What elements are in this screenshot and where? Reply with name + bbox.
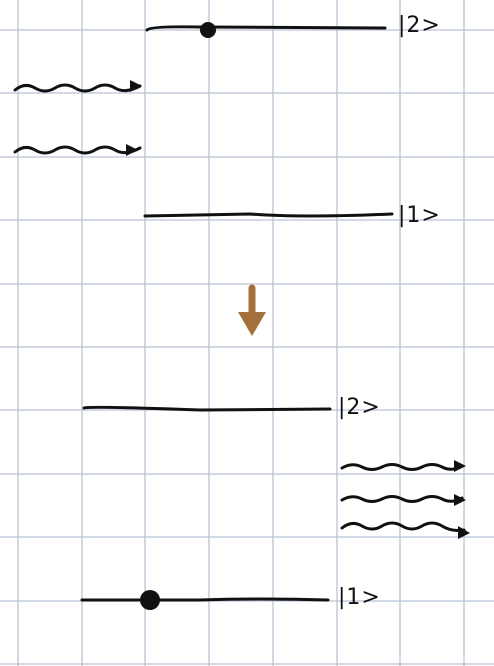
arrow-head xyxy=(458,526,470,539)
lower-level-label: |1> xyxy=(398,203,441,228)
upper-level-line xyxy=(145,25,387,32)
upper-level-label: |2> xyxy=(398,13,441,38)
transition-arrow-head xyxy=(238,312,266,336)
arrow-head xyxy=(130,80,142,92)
incoming-photon xyxy=(13,83,142,93)
outgoing-photon xyxy=(340,495,464,503)
lower-level-line xyxy=(143,212,394,218)
outgoing-photon xyxy=(340,463,464,471)
electron xyxy=(200,22,216,38)
outgoing-photon xyxy=(340,521,466,532)
upper-level-line xyxy=(82,405,332,412)
arrow-head xyxy=(454,494,466,506)
arrow-head xyxy=(454,460,466,472)
arrow-head xyxy=(126,144,138,156)
electron xyxy=(140,590,160,610)
lower-level-line xyxy=(80,597,330,602)
upper-level-label: |2> xyxy=(338,395,381,420)
lower-level-label: |1> xyxy=(338,585,381,610)
incoming-photon xyxy=(13,145,142,155)
